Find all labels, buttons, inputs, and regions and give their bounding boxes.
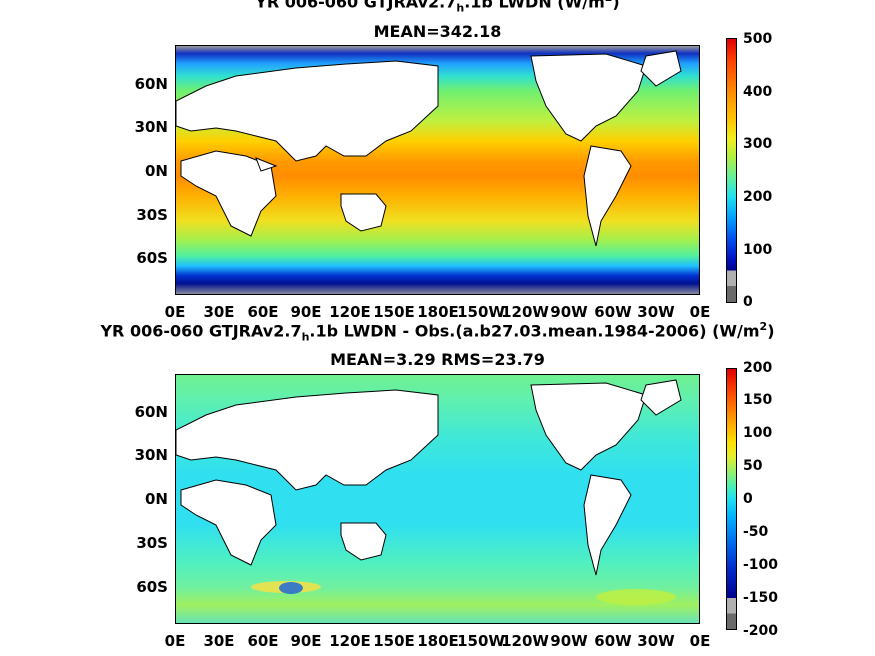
top-title: YR 006-060 GTJRAv2.7h.1b LWDN (W/m2)	[255, 0, 620, 15]
top-colorbar-tick: 500	[743, 31, 773, 47]
lon-tick: 120E	[329, 303, 371, 321]
warm-anomaly	[596, 589, 676, 605]
lon-tick: 60W	[594, 632, 632, 650]
lon-tick: 30E	[203, 632, 235, 650]
bottom-colorbar-tick: 150	[743, 392, 773, 408]
top-lat-tick: 30S	[136, 206, 168, 224]
lon-tick: 90E	[290, 303, 322, 321]
bottom-subtitle: MEAN=3.29 RMS=23.79	[330, 350, 545, 369]
top-lat-tick: 60N	[134, 75, 168, 93]
lon-tick: 60W	[594, 303, 632, 321]
continents	[176, 379, 682, 576]
lon-tick: 0E	[164, 303, 186, 321]
lon-tick: 150W	[457, 303, 505, 321]
lon-tick: 60E	[247, 303, 279, 321]
continents	[176, 50, 682, 247]
bottom-lat-tick: 30N	[134, 446, 168, 464]
lon-tick: 0E	[164, 632, 186, 650]
bottom-colorbar-tick: 50	[743, 458, 763, 474]
lon-tick: 60E	[247, 632, 279, 650]
lon-tick: 150W	[457, 632, 505, 650]
lon-tick: 90W	[550, 303, 588, 321]
top-map-panel	[175, 45, 700, 295]
top-colorbar-tick: 200	[743, 189, 773, 205]
lon-tick: 150E	[373, 303, 415, 321]
cold-anomaly	[279, 582, 303, 594]
bottom-colorbar-tick: 0	[743, 491, 753, 507]
lon-tick: 0E	[689, 303, 711, 321]
bottom-lat-tick: 0N	[145, 490, 168, 508]
bottom-colorbar-tick: 100	[743, 425, 773, 441]
bottom-colorbar-tick: -150	[743, 590, 779, 606]
top-lat-tick: 0N	[145, 162, 168, 180]
top-map	[176, 46, 699, 294]
top-lat-tick: 60S	[136, 249, 168, 267]
top-colorbar	[726, 38, 737, 303]
lon-tick: 180E	[417, 303, 459, 321]
top-colorbar-tick: 100	[743, 242, 773, 258]
bottom-colorbar-tick: -100	[743, 557, 779, 573]
lon-tick: 120W	[501, 632, 549, 650]
lon-tick: 30W	[637, 303, 675, 321]
top-subtitle: MEAN=342.18	[373, 22, 502, 41]
bottom-colorbar	[726, 368, 737, 630]
bottom-colorbar-tick: -200	[743, 623, 779, 639]
lon-tick: 90E	[290, 632, 322, 650]
lon-tick: 0E	[689, 632, 711, 650]
bottom-colorbar-tick: 200	[743, 360, 773, 376]
lon-tick: 180E	[417, 632, 459, 650]
bottom-lat-tick: 60N	[134, 403, 168, 421]
bottom-lat-tick: 60S	[136, 578, 168, 596]
lon-tick: 120W	[501, 303, 549, 321]
bottom-colorbar-tick: -50	[743, 524, 769, 540]
lon-tick: 30E	[203, 303, 235, 321]
lon-tick: 150E	[373, 632, 415, 650]
bottom-map	[176, 375, 699, 623]
top-colorbar-tick: 0	[743, 294, 753, 310]
top-colorbar-tick: 300	[743, 136, 773, 152]
top-colorbar-tick: 400	[743, 84, 773, 100]
lon-tick: 120E	[329, 632, 371, 650]
top-lat-tick: 30N	[134, 118, 168, 136]
bottom-title: YR 006-060 GTJRAv2.7h.1b LWDN - Obs.(a.b…	[100, 320, 775, 344]
lon-tick: 30W	[637, 632, 675, 650]
bottom-map-panel	[175, 374, 700, 624]
bottom-lat-tick: 30S	[136, 534, 168, 552]
lon-tick: 90W	[550, 632, 588, 650]
